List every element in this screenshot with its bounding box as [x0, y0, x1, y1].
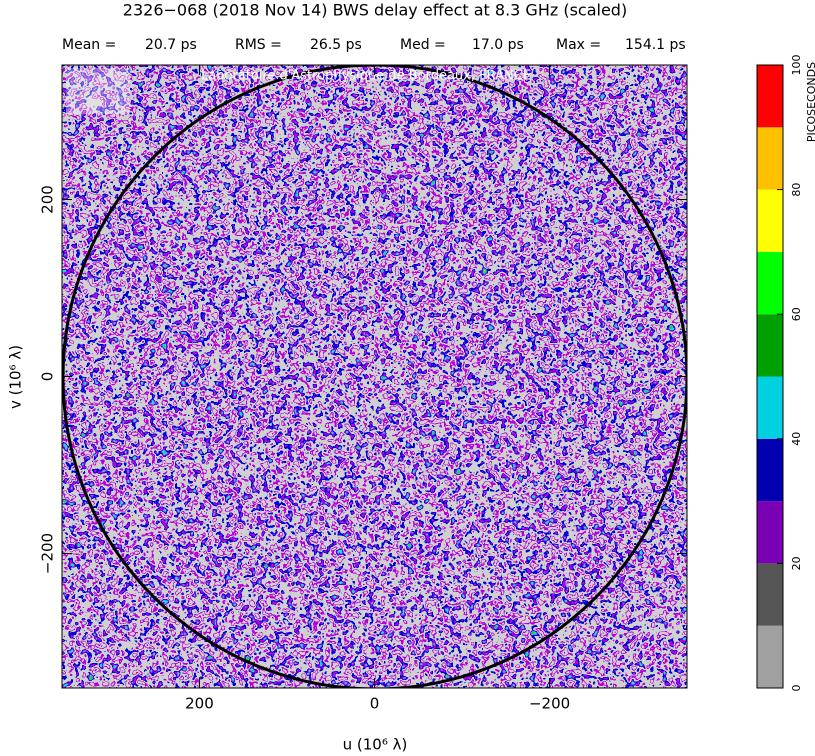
- colorbar-segment: [757, 563, 783, 626]
- stat-value: 20.7 ps: [145, 37, 197, 53]
- x-tick-label: 0: [370, 695, 380, 713]
- y-tick-label: 200: [39, 185, 57, 214]
- colorbar-tick-label: 20: [790, 556, 803, 570]
- stat-value: 154.1 ps: [625, 37, 686, 53]
- colorbar-label: PICOSECONDS: [805, 62, 815, 142]
- y-tick-label: −200: [39, 533, 57, 574]
- colorbar-segment: [757, 501, 783, 564]
- x-tick-label: 200: [185, 695, 214, 713]
- stat-value: 17.0 ps: [472, 37, 524, 53]
- stat-label: RMS =: [235, 37, 282, 53]
- chart-title: 2326−068 (2018 Nov 14) BWS delay effect …: [123, 1, 627, 20]
- colorbar-tick-label: 80: [790, 183, 803, 197]
- logo: [66, 68, 130, 114]
- x-tick-label: −200: [529, 695, 570, 713]
- colorbar-segment: [757, 314, 783, 377]
- colorbar-segment: [757, 438, 783, 502]
- colorbar-segment: [757, 65, 783, 128]
- stat-label: Max =: [556, 37, 601, 53]
- x-axis-label: u (10⁶ λ): [343, 736, 408, 754]
- field-texture: [62, 65, 687, 688]
- colorbar-segment: [757, 189, 783, 252]
- colorbar-segment: [757, 127, 783, 190]
- watermark: Laboratoire d'Astrophysique de Bordeaux,…: [201, 69, 531, 84]
- stat-label: Mean =: [62, 37, 116, 53]
- colorbar-frame: [756, 64, 784, 689]
- colorbar-segment: [757, 376, 783, 439]
- colorbar-tick-label: 40: [790, 432, 803, 446]
- uv-field: [62, 65, 687, 688]
- colorbar-tick-label: 100: [790, 55, 803, 76]
- colorbar-segment: [757, 251, 783, 315]
- y-tick-label: 0: [39, 372, 57, 382]
- colorbar-tick-label: 60: [790, 307, 803, 321]
- stat-label: Med =: [400, 37, 446, 53]
- y-axis-label: v (10⁶ λ): [7, 345, 25, 409]
- stat-value: 26.5 ps: [310, 37, 362, 53]
- colorbar-tick-label: 0: [790, 685, 803, 692]
- colorbar-segment: [757, 625, 783, 688]
